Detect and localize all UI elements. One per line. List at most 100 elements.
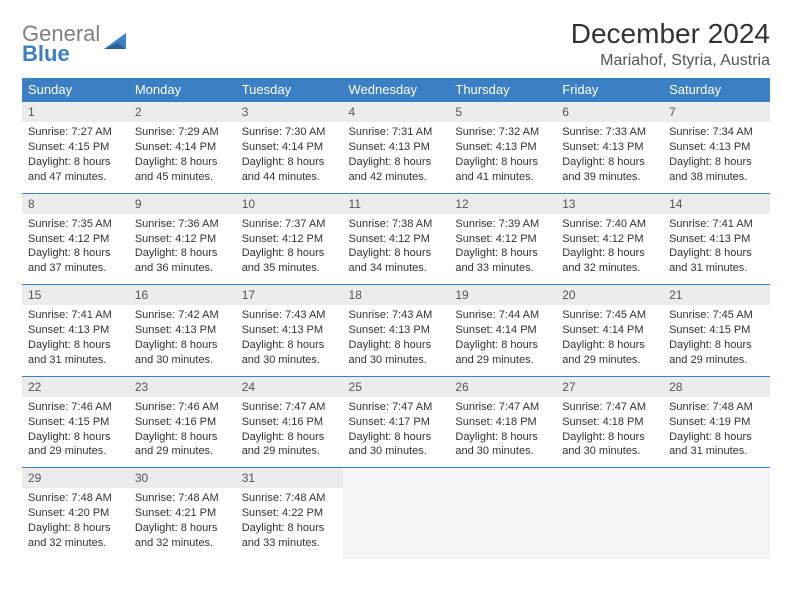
- day-number: 10: [236, 193, 343, 214]
- header: General Blue December 2024 Mariahof, Sty…: [22, 18, 770, 70]
- sunset-text: Sunset: 4:20 PM: [28, 506, 123, 521]
- weekday-header: Sunday: [22, 78, 129, 102]
- sunrise-text: Sunrise: 7:47 AM: [242, 400, 337, 415]
- sunrise-text: Sunrise: 7:46 AM: [28, 400, 123, 415]
- day-cell: Sunrise: 7:47 AMSunset: 4:18 PMDaylight:…: [556, 397, 663, 468]
- day-number: 26: [449, 376, 556, 397]
- sunset-text: Sunset: 4:15 PM: [669, 323, 764, 338]
- day-number-row: 15161718192021: [22, 285, 770, 306]
- daylight-text: Daylight: 8 hours and 35 minutes.: [242, 246, 337, 276]
- sunrise-text: Sunrise: 7:45 AM: [562, 308, 657, 323]
- daylight-text: Daylight: 8 hours and 37 minutes.: [28, 246, 123, 276]
- day-cell: Sunrise: 7:48 AMSunset: 4:22 PMDaylight:…: [236, 488, 343, 558]
- daylight-text: Daylight: 8 hours and 38 minutes.: [669, 155, 764, 185]
- daylight-text: Daylight: 8 hours and 32 minutes.: [562, 246, 657, 276]
- weekday-header: Thursday: [449, 78, 556, 102]
- daylight-text: Daylight: 8 hours and 30 minutes.: [242, 338, 337, 368]
- day-cell: Sunrise: 7:41 AMSunset: 4:13 PMDaylight:…: [663, 214, 770, 285]
- daylight-text: Daylight: 8 hours and 29 minutes.: [455, 338, 550, 368]
- day-number: 1: [22, 102, 129, 123]
- daylight-text: Daylight: 8 hours and 29 minutes.: [135, 430, 230, 460]
- page-title: December 2024: [571, 18, 770, 50]
- daylight-text: Daylight: 8 hours and 30 minutes.: [349, 430, 444, 460]
- daylight-text: Daylight: 8 hours and 47 minutes.: [28, 155, 123, 185]
- day-number: 24: [236, 376, 343, 397]
- day-number: 4: [343, 102, 450, 123]
- day-number: 29: [22, 468, 129, 489]
- logo-text: General Blue: [22, 24, 100, 64]
- daylight-text: Daylight: 8 hours and 41 minutes.: [455, 155, 550, 185]
- day-number-row: 891011121314: [22, 193, 770, 214]
- daylight-text: Daylight: 8 hours and 45 minutes.: [135, 155, 230, 185]
- day-number: [449, 468, 556, 489]
- day-cell: [343, 488, 450, 558]
- sunrise-text: Sunrise: 7:35 AM: [28, 217, 123, 232]
- day-number: 13: [556, 193, 663, 214]
- calendar-table: Sunday Monday Tuesday Wednesday Thursday…: [22, 78, 770, 559]
- sunrise-text: Sunrise: 7:41 AM: [669, 217, 764, 232]
- day-data-row: Sunrise: 7:27 AMSunset: 4:15 PMDaylight:…: [22, 122, 770, 193]
- day-cell: Sunrise: 7:35 AMSunset: 4:12 PMDaylight:…: [22, 214, 129, 285]
- triangle-icon: [104, 31, 130, 56]
- daylight-text: Daylight: 8 hours and 30 minutes.: [349, 338, 444, 368]
- day-number: 19: [449, 285, 556, 306]
- day-cell: Sunrise: 7:39 AMSunset: 4:12 PMDaylight:…: [449, 214, 556, 285]
- day-number: 2: [129, 102, 236, 123]
- sunrise-text: Sunrise: 7:42 AM: [135, 308, 230, 323]
- day-number: 9: [129, 193, 236, 214]
- daylight-text: Daylight: 8 hours and 44 minutes.: [242, 155, 337, 185]
- sunrise-text: Sunrise: 7:43 AM: [349, 308, 444, 323]
- sunset-text: Sunset: 4:13 PM: [242, 323, 337, 338]
- location: Mariahof, Styria, Austria: [571, 52, 770, 70]
- day-number: 18: [343, 285, 450, 306]
- day-number: [343, 468, 450, 489]
- day-number: 27: [556, 376, 663, 397]
- day-number-row: 1234567: [22, 102, 770, 123]
- day-cell: [449, 488, 556, 558]
- day-number: 30: [129, 468, 236, 489]
- day-number: 8: [22, 193, 129, 214]
- weekday-header: Monday: [129, 78, 236, 102]
- sunset-text: Sunset: 4:12 PM: [455, 232, 550, 247]
- daylight-text: Daylight: 8 hours and 29 minutes.: [669, 338, 764, 368]
- day-number: 7: [663, 102, 770, 123]
- sunrise-text: Sunrise: 7:47 AM: [455, 400, 550, 415]
- sunrise-text: Sunrise: 7:33 AM: [562, 125, 657, 140]
- day-number: 11: [343, 193, 450, 214]
- sunrise-text: Sunrise: 7:27 AM: [28, 125, 123, 140]
- weekday-header: Saturday: [663, 78, 770, 102]
- day-number: 14: [663, 193, 770, 214]
- sunset-text: Sunset: 4:13 PM: [349, 140, 444, 155]
- sunset-text: Sunset: 4:15 PM: [28, 415, 123, 430]
- day-number: 5: [449, 102, 556, 123]
- daylight-text: Daylight: 8 hours and 33 minutes.: [242, 521, 337, 551]
- day-number: 3: [236, 102, 343, 123]
- sunrise-text: Sunrise: 7:36 AM: [135, 217, 230, 232]
- daylight-text: Daylight: 8 hours and 32 minutes.: [135, 521, 230, 551]
- day-cell: Sunrise: 7:46 AMSunset: 4:16 PMDaylight:…: [129, 397, 236, 468]
- sunset-text: Sunset: 4:13 PM: [562, 140, 657, 155]
- sunset-text: Sunset: 4:13 PM: [455, 140, 550, 155]
- daylight-text: Daylight: 8 hours and 29 minutes.: [562, 338, 657, 368]
- daylight-text: Daylight: 8 hours and 31 minutes.: [669, 246, 764, 276]
- sunset-text: Sunset: 4:15 PM: [28, 140, 123, 155]
- sunrise-text: Sunrise: 7:48 AM: [669, 400, 764, 415]
- day-number: 22: [22, 376, 129, 397]
- day-cell: Sunrise: 7:43 AMSunset: 4:13 PMDaylight:…: [343, 305, 450, 376]
- sunset-text: Sunset: 4:16 PM: [135, 415, 230, 430]
- day-number: 12: [449, 193, 556, 214]
- sunset-text: Sunset: 4:16 PM: [242, 415, 337, 430]
- day-number: [663, 468, 770, 489]
- day-number: 6: [556, 102, 663, 123]
- daylight-text: Daylight: 8 hours and 42 minutes.: [349, 155, 444, 185]
- day-cell: Sunrise: 7:46 AMSunset: 4:15 PMDaylight:…: [22, 397, 129, 468]
- sunrise-text: Sunrise: 7:46 AM: [135, 400, 230, 415]
- sunset-text: Sunset: 4:13 PM: [349, 323, 444, 338]
- day-data-row: Sunrise: 7:41 AMSunset: 4:13 PMDaylight:…: [22, 305, 770, 376]
- day-cell: [663, 488, 770, 558]
- day-cell: Sunrise: 7:48 AMSunset: 4:21 PMDaylight:…: [129, 488, 236, 558]
- sunset-text: Sunset: 4:17 PM: [349, 415, 444, 430]
- sunset-text: Sunset: 4:13 PM: [669, 232, 764, 247]
- logo-text-2: Blue: [22, 41, 70, 66]
- daylight-text: Daylight: 8 hours and 30 minutes.: [135, 338, 230, 368]
